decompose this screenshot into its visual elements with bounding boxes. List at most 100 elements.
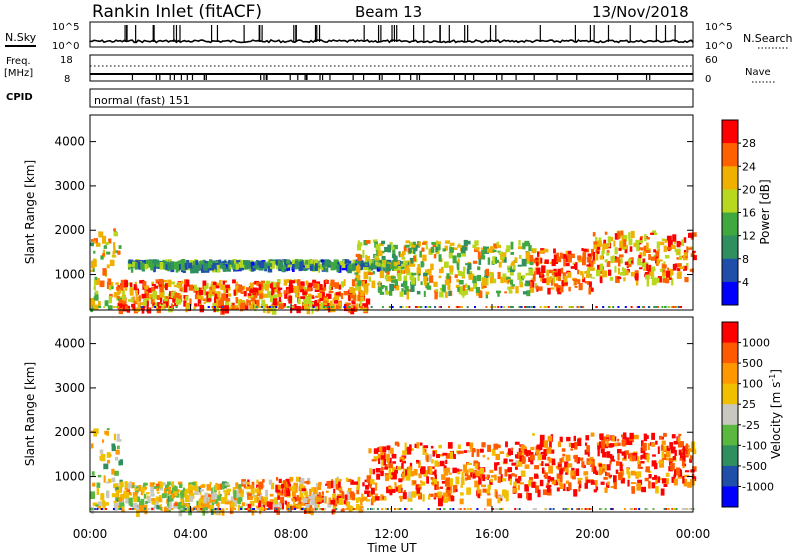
echo-cell <box>252 508 255 510</box>
echo-cell <box>115 306 118 308</box>
echo-cell <box>302 497 308 504</box>
echo-cell <box>444 291 448 298</box>
y-tick-label: 1000 <box>54 470 85 484</box>
echo-cell <box>381 466 384 474</box>
echo-cell <box>423 470 428 477</box>
echo-cell <box>382 265 387 272</box>
echo-cell <box>117 306 120 308</box>
echo-cell <box>629 454 634 462</box>
echo-cell <box>173 284 178 288</box>
echo-cell <box>259 506 265 511</box>
echo-cell <box>651 230 657 233</box>
echo-cell <box>477 251 481 260</box>
echo-cell <box>577 480 581 485</box>
echo-cell <box>113 500 117 503</box>
echo-cell <box>377 285 383 293</box>
echo-cell <box>651 277 657 286</box>
echo-cell <box>251 301 255 305</box>
echo-cell <box>405 469 410 476</box>
echo-cell <box>651 269 655 278</box>
echo-cell <box>466 268 470 275</box>
nsky-tick-high: 10^5 <box>52 22 79 33</box>
echo-cell <box>163 488 167 494</box>
echo-cell <box>534 465 539 470</box>
echo-cell <box>188 284 194 291</box>
echo-cell <box>425 277 429 282</box>
colorbar-segment <box>722 322 738 344</box>
echo-cell <box>665 277 670 284</box>
echo-cell <box>209 264 214 271</box>
echo-cell <box>403 245 407 252</box>
echo-cell <box>199 489 204 492</box>
cpid-label: CPID <box>6 92 33 103</box>
echo-cell <box>298 497 302 505</box>
echo-cell <box>615 275 620 283</box>
echo-cell <box>291 498 295 501</box>
echo-cell <box>653 249 657 253</box>
freq-trace <box>90 65 693 80</box>
echo-cell <box>630 271 636 277</box>
echo-cell <box>409 444 412 452</box>
echo-cell <box>412 480 417 485</box>
echo-cell <box>457 270 463 276</box>
echo-cell <box>230 306 233 308</box>
echo-cell <box>611 455 615 461</box>
echo-cell <box>550 449 555 454</box>
echo-cell <box>255 306 258 308</box>
echo-cell <box>280 496 285 504</box>
echo-cell <box>377 250 383 256</box>
echo-cell <box>114 485 119 488</box>
echo-cell <box>441 474 446 480</box>
echo-cell <box>614 442 618 447</box>
echo-cell <box>333 261 338 266</box>
echo-cell <box>383 458 386 466</box>
echo-cell <box>588 508 591 510</box>
echo-cell <box>568 482 572 487</box>
echo-cell <box>672 456 676 460</box>
echo-cell <box>304 304 309 310</box>
echo-cell <box>119 482 123 487</box>
echo-cell <box>299 483 304 491</box>
echo-cell <box>581 248 584 252</box>
echo-cell <box>351 306 354 308</box>
echo-cell <box>604 466 607 471</box>
echo-cell <box>498 261 502 268</box>
echo-cell <box>437 241 441 244</box>
echo-cell <box>524 484 529 492</box>
echo-cell <box>465 450 470 453</box>
echo-cell <box>169 501 172 509</box>
echo-cell <box>296 495 300 500</box>
echo-cell <box>637 306 640 308</box>
echo-cell <box>522 242 526 247</box>
echo-cell <box>307 285 312 290</box>
echo-cell <box>177 481 183 485</box>
echo-cell <box>394 469 398 474</box>
echo-cell <box>305 491 309 500</box>
echo-cell <box>663 508 666 510</box>
echo-cell <box>136 486 139 489</box>
echo-cell <box>235 297 239 304</box>
echo-cell <box>514 257 518 263</box>
echo-cell <box>159 481 163 488</box>
echo-cell <box>413 469 418 476</box>
echo-cell <box>555 465 559 469</box>
echo-cell <box>252 265 257 269</box>
echo-cell <box>629 246 633 252</box>
echo-cell <box>621 439 627 446</box>
echo-cell <box>216 508 219 510</box>
echo-cell <box>597 445 601 450</box>
echo-cell <box>605 434 610 441</box>
echo-cell <box>369 259 373 264</box>
echo-cell <box>465 263 469 266</box>
echo-cell <box>588 264 593 270</box>
echo-cell <box>263 263 268 270</box>
echo-cell <box>539 479 544 487</box>
echo-cell <box>567 254 571 259</box>
echo-cell <box>217 508 220 510</box>
echo-cell <box>452 467 457 474</box>
echo-cell <box>502 252 507 258</box>
echo-cell <box>577 279 581 284</box>
echo-cell <box>553 268 557 272</box>
echo-cell <box>299 259 302 264</box>
echo-cell <box>682 446 686 452</box>
